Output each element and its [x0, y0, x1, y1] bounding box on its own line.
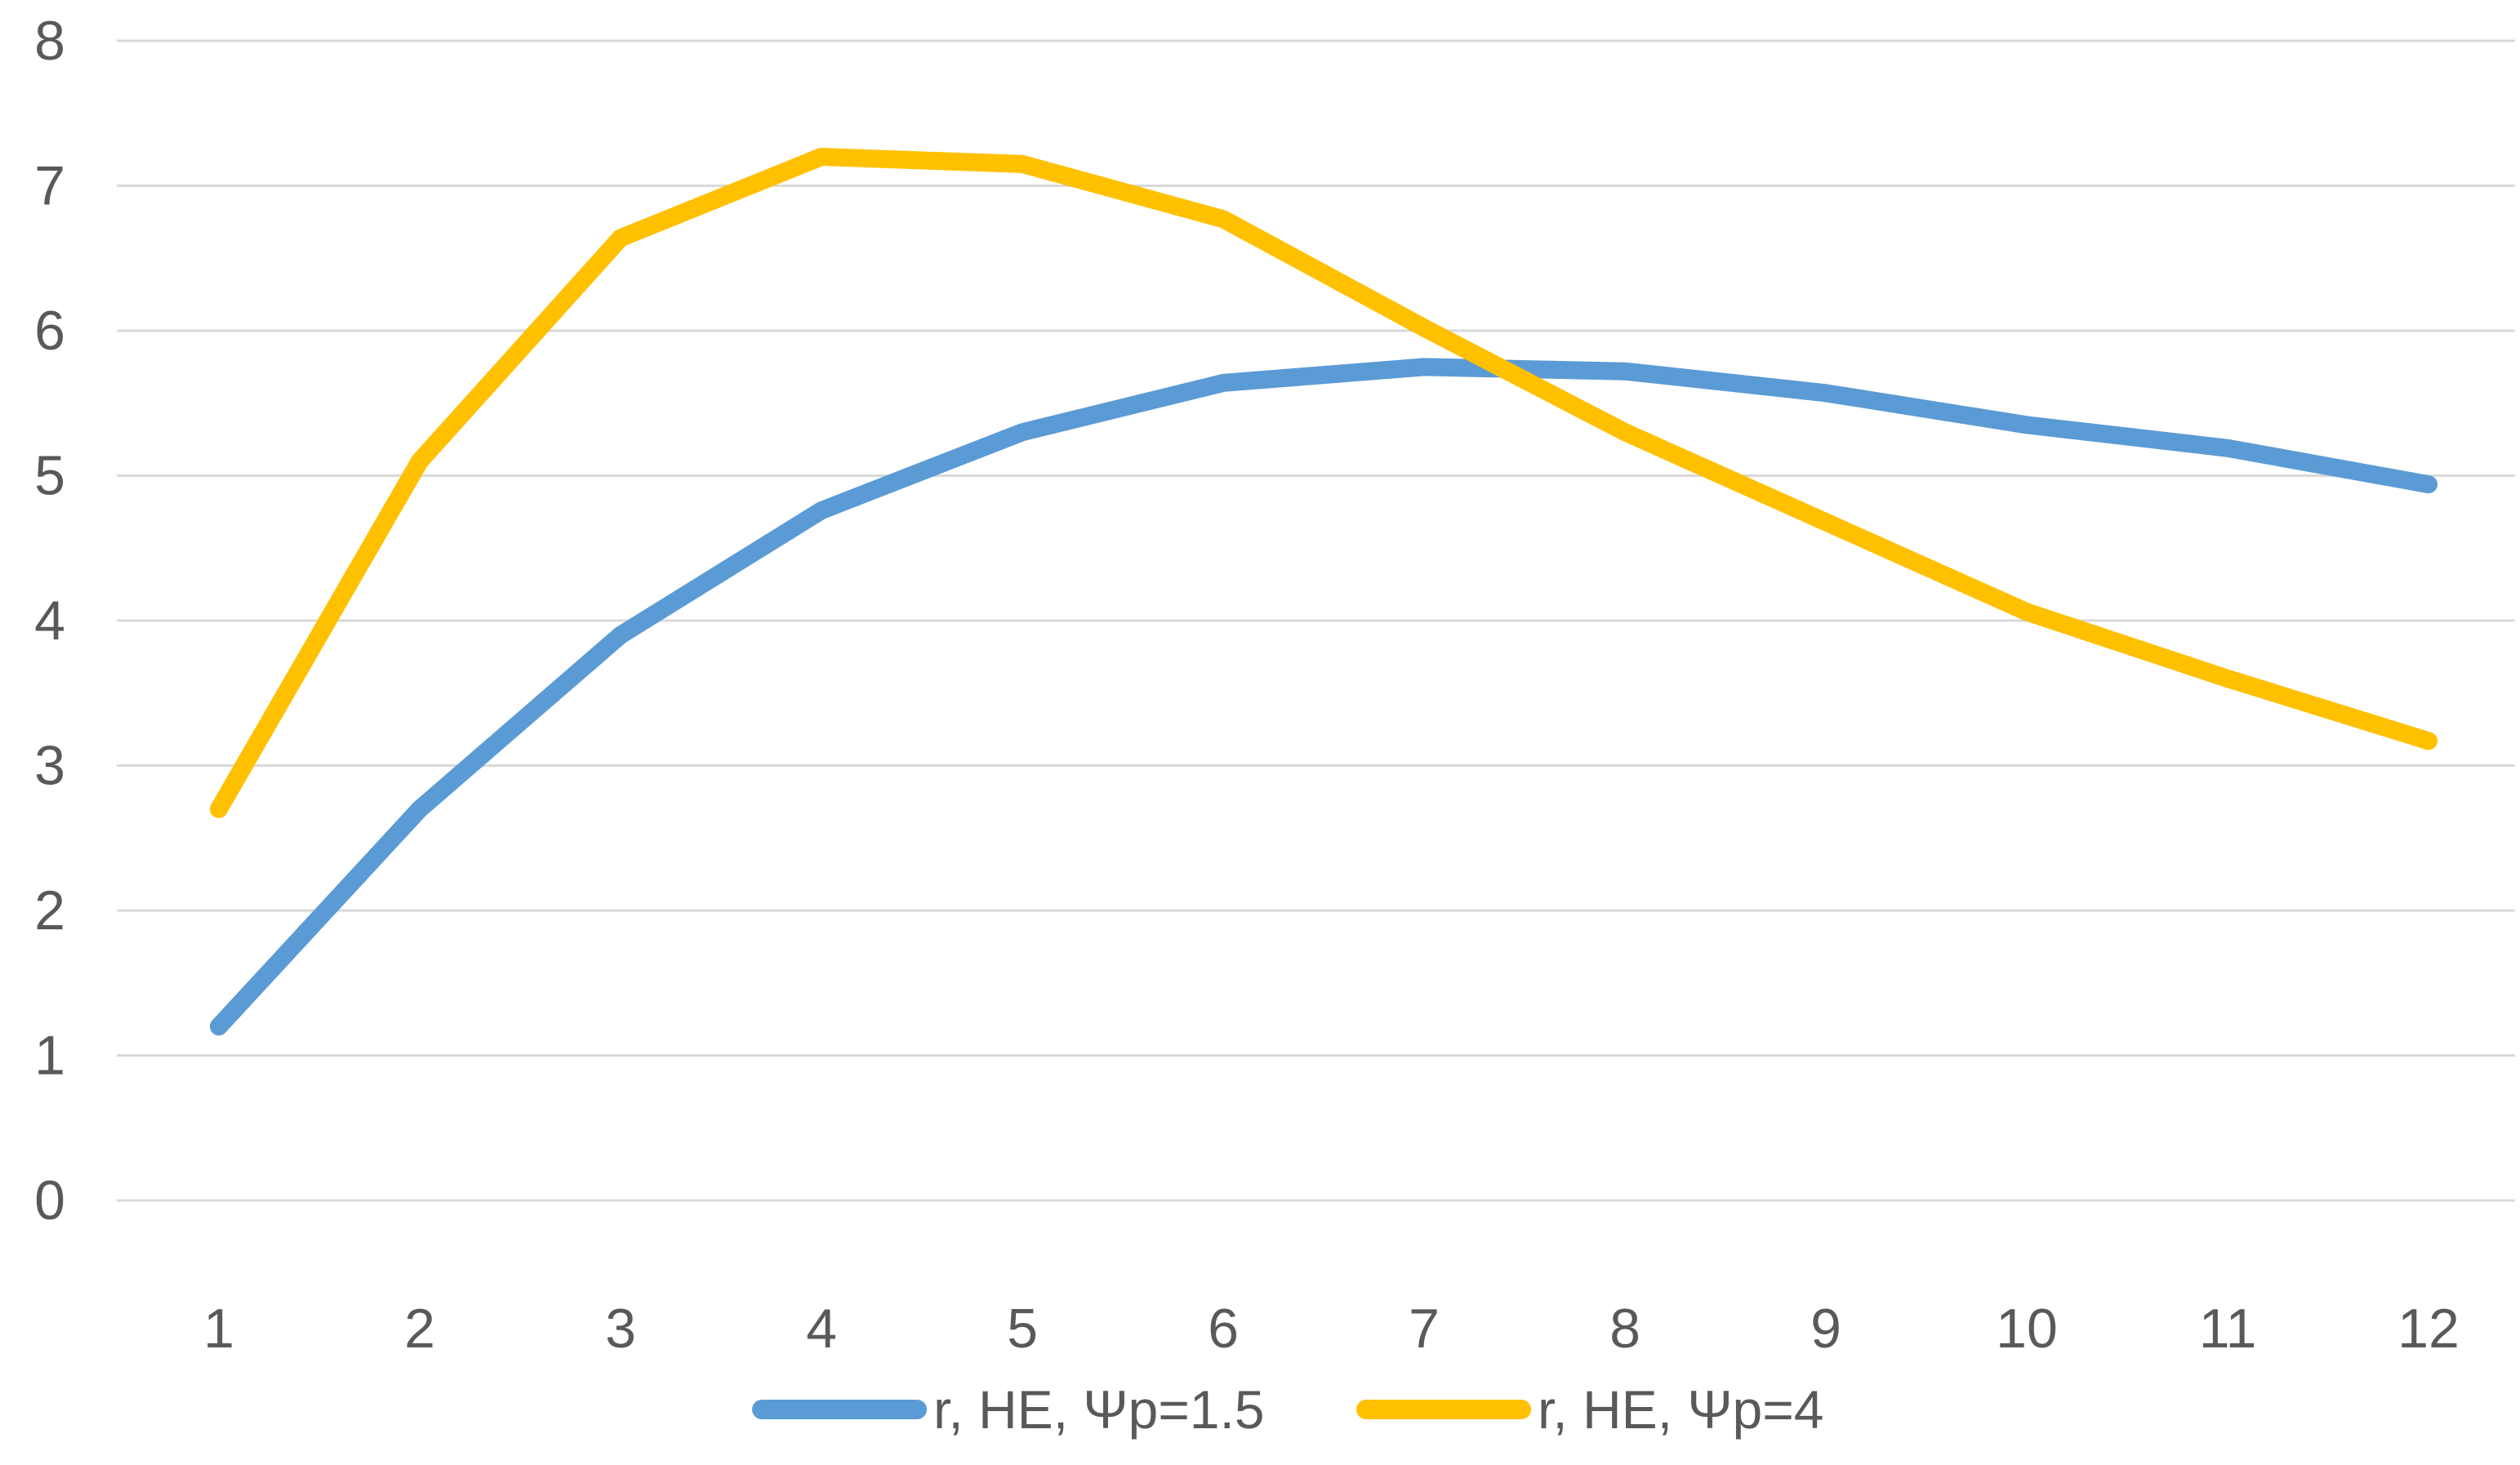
legend-label: r, HE, Ψp=4: [1538, 1379, 1823, 1440]
x-axis-tick-label: 10: [1996, 1298, 2058, 1360]
x-axis-tick-label: 8: [1610, 1298, 1641, 1360]
legend-item: r, HE, Ψp=1.5: [752, 1379, 1265, 1440]
x-axis-tick-label: 11: [2199, 1298, 2257, 1360]
legend-label: r, HE, Ψp=1.5: [933, 1379, 1265, 1440]
series-line-psi-4: [210, 148, 2438, 818]
y-axis-tick-label: 7: [34, 155, 65, 217]
x-axis-tick-label: 6: [1208, 1298, 1239, 1360]
x-axis-tick-label: 7: [1409, 1298, 1440, 1360]
series-line-psi-1-5: [210, 358, 2438, 1035]
x-axis-tick-label: 9: [1810, 1298, 1841, 1360]
y-axis-tick-label: 1: [34, 1025, 65, 1087]
y-axis-tick-label: 4: [34, 590, 65, 652]
y-axis-tick-label: 5: [34, 445, 65, 507]
y-axis-tick-label: 8: [34, 10, 65, 72]
x-axis-tick-label: 2: [404, 1298, 435, 1360]
y-axis-tick-label: 6: [34, 300, 65, 362]
legend-item: r, HE, Ψp=4: [1356, 1379, 1823, 1440]
x-axis-tick-label: 5: [1007, 1298, 1038, 1360]
y-axis-tick-label: 0: [34, 1169, 65, 1231]
x-axis-tick-label: 1: [203, 1298, 234, 1360]
x-axis-tick-label: 12: [2398, 1298, 2460, 1360]
x-axis-tick-label: 4: [806, 1298, 837, 1360]
legend: r, HE, Ψp=1.5 r, HE, Ψp=4: [752, 1379, 1823, 1440]
y-axis-tick-label: 3: [34, 735, 65, 797]
y-axis-tick-label: 2: [34, 879, 65, 942]
x-axis-tick-label: 3: [605, 1298, 636, 1360]
